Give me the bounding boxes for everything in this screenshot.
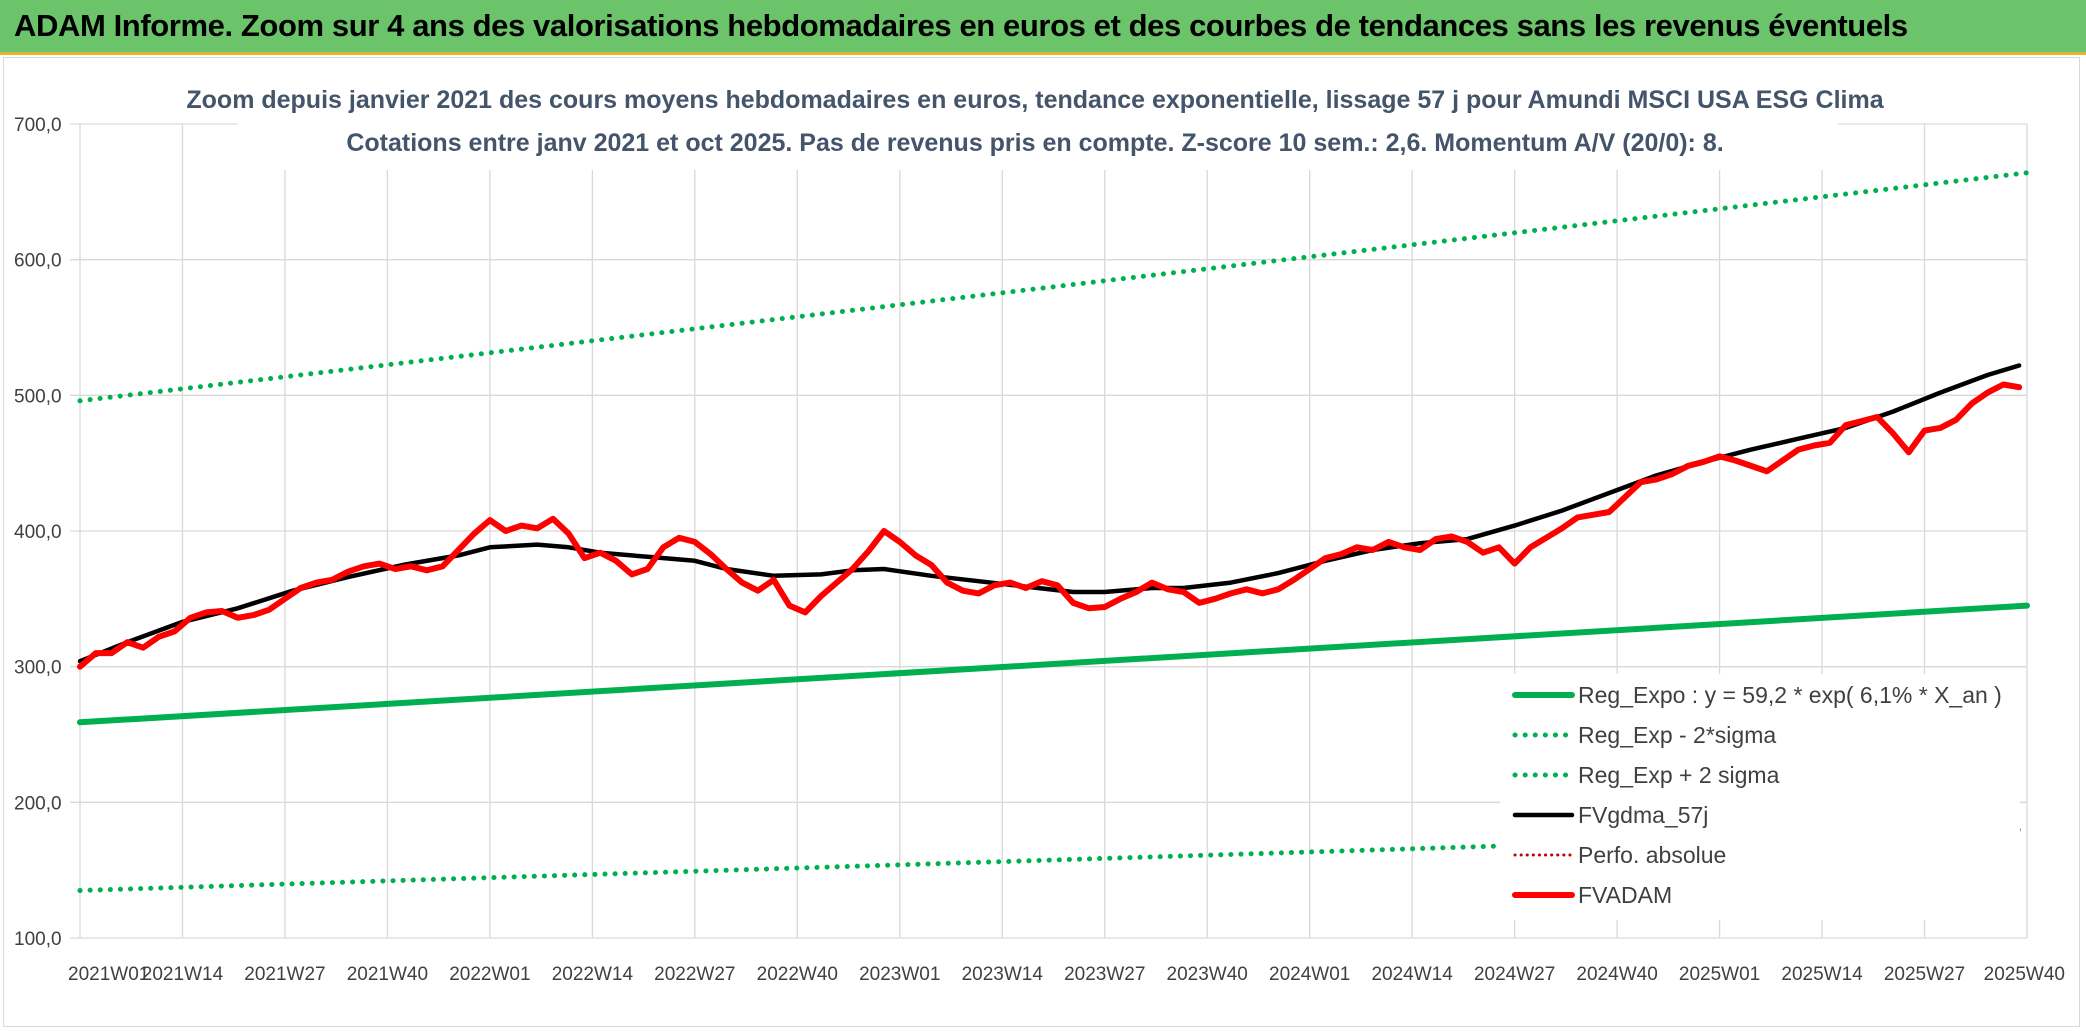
x-tick-label: 2024W14 xyxy=(1371,964,1453,985)
series-line-fvadam xyxy=(77,381,2023,670)
x-tick-label: 2024W40 xyxy=(1576,964,1657,985)
legend-background xyxy=(1500,674,2020,920)
y-tick-label: 500,0 xyxy=(14,386,62,407)
x-tick-label: 2021W14 xyxy=(142,964,224,985)
legend-label: Reg_Exp - 2*sigma xyxy=(1578,722,1776,748)
legend-label: Reg_Expo : y = 59,2 * exp( 6,1% * X_an ) xyxy=(1578,682,2002,708)
x-tick-label: 2021W40 xyxy=(347,964,428,985)
series-line-reg-expo-y-59-2-exp-6-1-x-an xyxy=(77,602,2030,726)
chart-subtitle: Cotations entre janv 2021 et oct 2025. P… xyxy=(346,129,1723,157)
legend-label: Reg_Exp + 2 sigma xyxy=(1578,762,1780,788)
series-line-fvgdma-57j xyxy=(77,363,2022,664)
x-tick-label: 2025W01 xyxy=(1679,964,1760,985)
y-tick-label: 300,0 xyxy=(14,658,62,679)
series-layer xyxy=(77,170,2030,893)
chart-title: Zoom depuis janvier 2021 des cours moyen… xyxy=(186,86,1884,114)
y-axis: 100,0 200,0 300,0 400,0 500,0 600,0 700,0 xyxy=(14,115,62,950)
legend-label: Perfo. absolue xyxy=(1578,842,1726,868)
x-tick-label: 2025W14 xyxy=(1781,964,1863,985)
x-tick-label: 2023W27 xyxy=(1064,964,1145,985)
x-tick-label: 2024W27 xyxy=(1474,964,1555,985)
x-tick-label: 2023W14 xyxy=(962,964,1044,985)
legend: Reg_Expo : y = 59,2 * exp( 6,1% * X_an )… xyxy=(1500,674,2020,920)
y-tick-label: 600,0 xyxy=(14,251,62,272)
x-tick-label: 2022W14 xyxy=(552,964,634,985)
report-title: ADAM Informe. Zoom sur 4 ans des valoris… xyxy=(14,8,1908,43)
x-tick-label: 2021W01 xyxy=(68,964,149,985)
report-header: ADAM Informe. Zoom sur 4 ans des valoris… xyxy=(0,0,2086,55)
x-tick-label: 2024W01 xyxy=(1269,964,1350,985)
legend-label: FVgdma_57j xyxy=(1578,802,1708,828)
title-background xyxy=(238,78,1838,170)
legend-label: FVADAM xyxy=(1578,882,1672,908)
y-tick-label: 400,0 xyxy=(14,522,62,543)
x-tick-label: 2022W40 xyxy=(757,964,838,985)
series-line-reg-exp-2-sigma xyxy=(77,827,2030,893)
y-tick-label: 200,0 xyxy=(14,793,62,814)
y-tick-label: 100,0 xyxy=(14,929,62,950)
x-tick-label: 2021W27 xyxy=(244,964,325,985)
x-tick-label: 2022W27 xyxy=(654,964,735,985)
x-tick-label: 2022W01 xyxy=(449,964,530,985)
series-line-reg-exp-2-sigma xyxy=(77,170,2030,404)
chart-titles: Zoom depuis janvier 2021 des cours moyen… xyxy=(186,78,1885,170)
x-tick-label: 2023W40 xyxy=(1167,964,1248,985)
x-tick-label: 2025W40 xyxy=(1984,964,2065,985)
y-tick-label: 700,0 xyxy=(14,115,62,136)
x-tick-label: 2025W27 xyxy=(1884,964,1965,985)
x-tick-label: 2023W01 xyxy=(859,964,940,985)
